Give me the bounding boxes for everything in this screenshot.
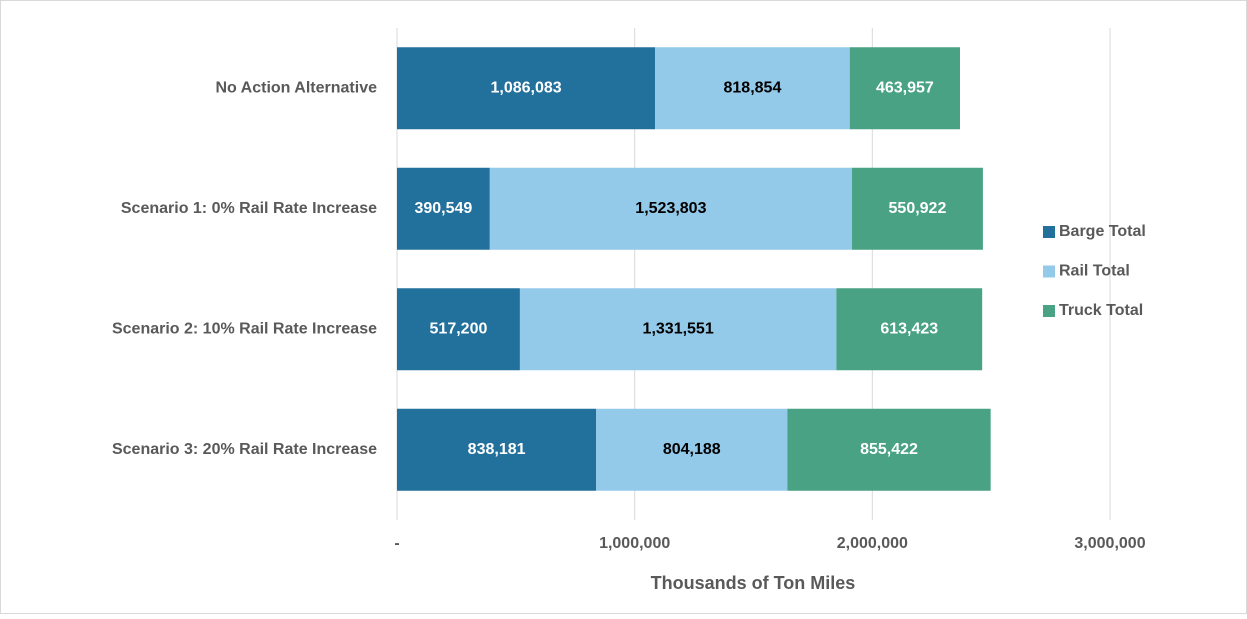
bar-segment (851, 167, 983, 250)
x-axis-title: Thousands of Ton Miles (651, 573, 856, 593)
legend-label: Rail Total (1059, 263, 1130, 280)
bar-segment (397, 408, 597, 491)
bar-segment (596, 408, 788, 491)
x-tick-label: 3,000,000 (1074, 535, 1145, 552)
data-label: 463,957 (876, 79, 934, 96)
data-label: 838,181 (468, 441, 526, 458)
data-label: 390,549 (414, 200, 472, 217)
x-tick-label: 1,000,000 (599, 535, 670, 552)
data-label: 1,331,551 (643, 320, 714, 337)
legend-swatch (1043, 305, 1055, 317)
data-label: 1,086,083 (490, 79, 561, 96)
bar-segment (397, 167, 490, 250)
data-label: 855,422 (860, 441, 918, 458)
y-tick-label: Scenario 2: 10% Rail Rate Increase (112, 320, 377, 337)
data-label: 517,200 (430, 320, 488, 337)
data-label: 804,188 (663, 441, 721, 458)
bar-segment (849, 47, 961, 130)
x-tick-label: 2,000,000 (837, 535, 908, 552)
data-label: 818,854 (724, 79, 782, 96)
y-tick-label: Scenario 1: 0% Rail Rate Increase (121, 200, 377, 217)
bar-segment (489, 167, 852, 250)
y-tick-label: Scenario 3: 20% Rail Rate Increase (112, 441, 377, 458)
legend-label: Barge Total (1059, 223, 1146, 240)
x-tick-label: - (394, 535, 399, 552)
legend-swatch (1043, 226, 1055, 238)
data-label: 1,523,803 (635, 200, 706, 217)
bar-segment (397, 288, 520, 371)
legend-label: Truck Total (1059, 302, 1143, 319)
bar-segment (397, 47, 656, 130)
legend-swatch (1043, 265, 1055, 278)
data-label: 613,423 (880, 320, 938, 337)
data-label: 550,922 (889, 200, 947, 217)
bar-segment (836, 288, 983, 371)
y-tick-label: No Action Alternative (216, 79, 378, 96)
bar-segment (655, 47, 850, 130)
bar-segment (787, 408, 991, 491)
bar-segment (519, 288, 837, 371)
